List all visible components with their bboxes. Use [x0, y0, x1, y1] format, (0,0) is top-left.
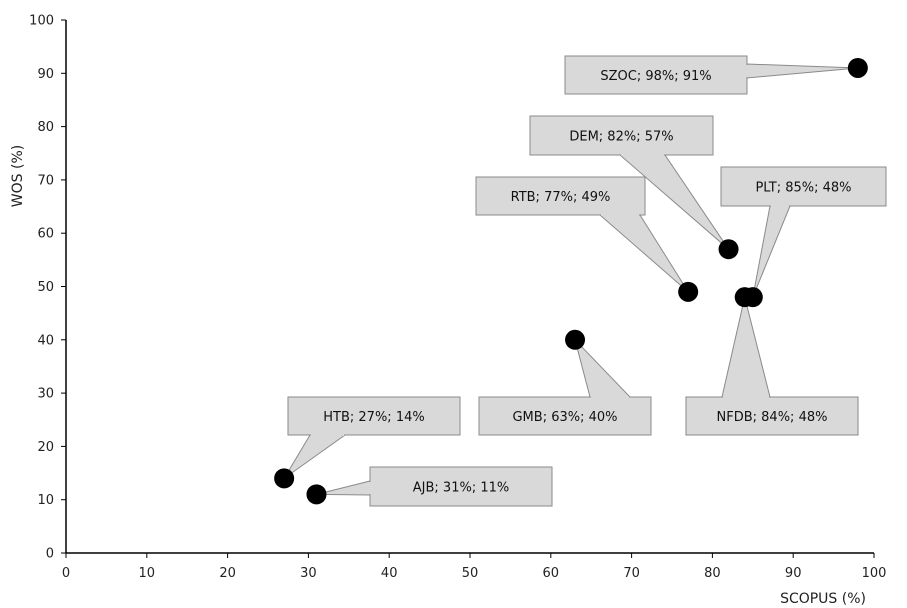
data-label: GMB; 63%; 40%: [512, 410, 617, 425]
data-point: [718, 239, 739, 260]
y-axis-title: WOS (%): [10, 145, 26, 207]
y-tick-label: 100: [29, 14, 54, 29]
callout: NFDB; 84%; 48%: [685, 297, 859, 436]
callout-box: [564, 55, 748, 95]
callout-box: [685, 396, 859, 436]
axes: 0 10 20 30 40 50 60 70 80 90 100 0 10 20 30 40 50 60 70 80 9…: [29, 14, 886, 582]
x-tick-label: 40: [381, 566, 398, 581]
callout: DEM; 82%; 57%: [529, 115, 729, 250]
x-tick-label: 20: [219, 566, 236, 581]
y-tick-label: 50: [37, 280, 54, 295]
callout-pointer: [283, 434, 347, 479]
data-label: PLT; 85%; 48%: [755, 181, 851, 196]
callout-seam: [771, 205, 789, 207]
y-tick-label: 10: [37, 493, 54, 508]
callout-box: [478, 396, 652, 436]
y-tick-label: 90: [37, 67, 54, 82]
data-point: [734, 287, 755, 308]
x-tick-label: 60: [543, 566, 560, 581]
callout: GMB; 63%; 40%: [478, 338, 652, 436]
x-tick-label: 90: [785, 566, 802, 581]
callout-box: [287, 396, 461, 436]
callout-seam: [591, 396, 629, 398]
data-label: RTB; 77%; 49%: [511, 190, 611, 205]
data-label: AJB; 31%; 11%: [413, 481, 509, 496]
callout-box: [369, 466, 553, 507]
callout: SZOC; 98%; 91%: [564, 55, 858, 95]
x-tick-label: 100: [862, 566, 887, 581]
y-tick-label: 40: [37, 333, 54, 348]
x-tick-label: 80: [704, 566, 721, 581]
callout-box: [475, 176, 646, 216]
data-point: [678, 281, 699, 302]
x-axis-title: SCOPUS (%): [780, 591, 866, 607]
callout: AJB; 31%; 11%: [316, 466, 553, 507]
data-point: [565, 329, 586, 350]
callout: PLT; 85%; 48%: [720, 166, 887, 298]
callout-seam: [311, 434, 344, 436]
callouts: SZOC; 98%; 91% DEM; 82%; 57% PLT; 85%; 48%…: [283, 55, 887, 507]
y-tick-label: 30: [37, 387, 54, 402]
y-tick-label: 70: [37, 173, 54, 188]
callout-pointer: [752, 205, 791, 298]
callout-pointer: [721, 297, 771, 398]
callout-pointer: [598, 214, 689, 293]
x-tick-label: 50: [462, 566, 479, 581]
callout-seam: [746, 65, 748, 77]
data-point: [306, 484, 327, 505]
data-point: [274, 468, 295, 489]
y-tick-label: 0: [46, 547, 54, 562]
y-tick-label: 80: [37, 120, 54, 135]
callout: HTB; 27%; 14%: [283, 396, 461, 479]
callout: RTB; 77%; 49%: [475, 176, 689, 293]
markers: [274, 57, 868, 505]
x-tick-label: 30: [300, 566, 317, 581]
callout-seam: [723, 396, 769, 398]
data-label: NFDB; 84%; 48%: [717, 410, 828, 425]
y-tick-label: 60: [37, 227, 54, 242]
x-tick-label: 70: [623, 566, 640, 581]
callout-pointer: [574, 338, 632, 398]
data-point: [847, 57, 868, 78]
callout-seam: [601, 214, 639, 216]
x-tick-label: 10: [139, 566, 156, 581]
callout-pointer: [746, 63, 858, 79]
data-label: SZOC; 98%; 91%: [600, 69, 711, 84]
callout-seam: [369, 482, 371, 494]
data-label: DEM; 82%; 57%: [569, 130, 673, 145]
callout-box: [720, 166, 887, 207]
callout-seam: [621, 154, 664, 156]
data-label: HTB; 27%; 14%: [323, 410, 424, 425]
x-tick-label: 0: [62, 566, 70, 581]
y-tick-label: 20: [37, 440, 54, 455]
